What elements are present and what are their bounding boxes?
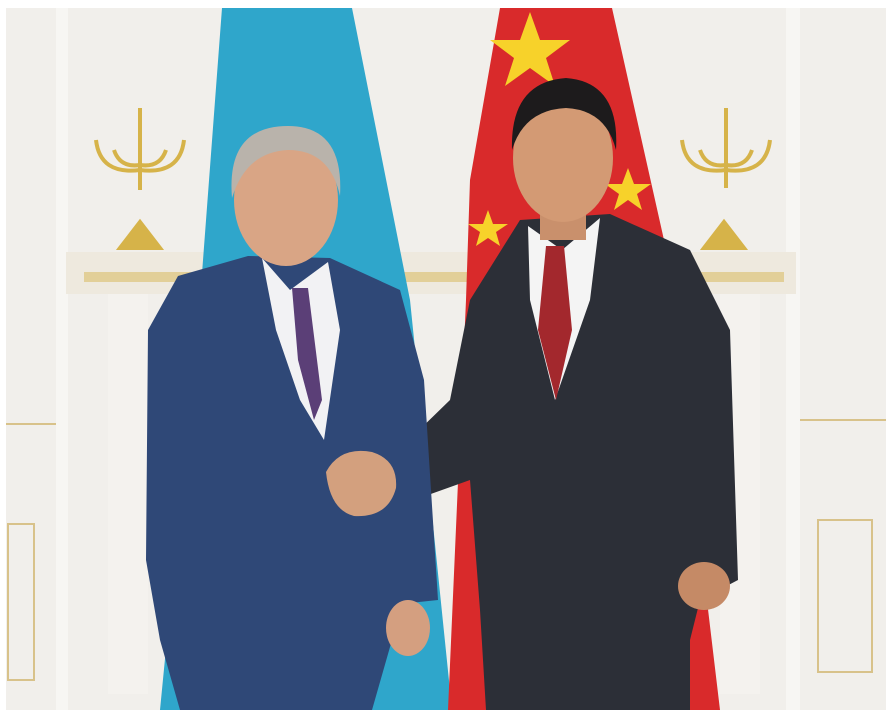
hair-left [231, 126, 341, 198]
pilaster-right [786, 8, 800, 710]
hand-left [386, 600, 430, 656]
mantel-column-left [108, 294, 148, 694]
tie-left [292, 288, 322, 420]
candelabra-left [94, 108, 186, 250]
panel-left [7, 523, 35, 681]
pilaster-left [56, 8, 68, 710]
candelabra-right [680, 108, 772, 250]
face-right [513, 94, 613, 222]
hand-right [678, 562, 730, 610]
tie-right [538, 246, 572, 400]
panel-right [817, 519, 873, 673]
wall-panels [6, 419, 886, 681]
suit-left [146, 256, 438, 710]
suit-right [378, 214, 738, 710]
mantel-gilding [84, 272, 784, 282]
handshake [326, 450, 397, 517]
hair-right [511, 78, 617, 150]
face-left [234, 134, 338, 266]
flag-stars [468, 12, 651, 246]
